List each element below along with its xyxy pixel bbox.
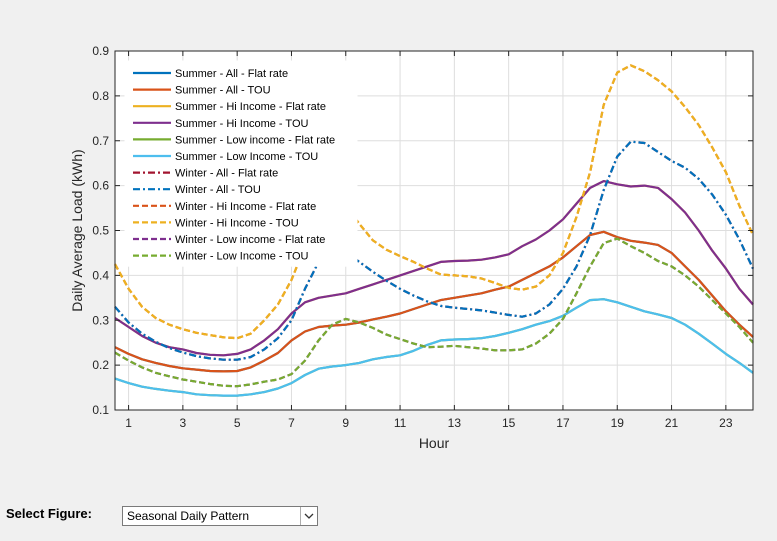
x-tick-label: 7 (288, 416, 295, 430)
legend-label-8: Winter - All - TOU (175, 184, 261, 196)
legend-label-3: Summer - Hi Income - Flat rate (175, 101, 326, 113)
legend-label-6: Summer - Low Income - TOU (175, 151, 318, 163)
legend-label-5: Summer - Low income - Flat rate (175, 134, 335, 146)
x-tick-label: 9 (342, 416, 349, 430)
x-tick-label: 15 (502, 416, 516, 430)
legend-box (124, 60, 358, 267)
legend: Summer - All - Flat rate Summer - All - T… (124, 60, 358, 267)
y-tick-label: 0.1 (92, 403, 109, 417)
figure-select-value: Seasonal Daily Pattern (127, 509, 250, 523)
y-tick-label: 0.3 (92, 313, 109, 327)
series-line-4 (114, 180, 754, 357)
series-line-8 (114, 140, 754, 361)
select-figure-label: Select Figure: (6, 506, 92, 521)
series-line-6 (114, 298, 754, 397)
y-axis-title: Daily Average Load (kWh) (69, 149, 85, 311)
x-tick-label: 23 (719, 416, 733, 430)
x-axis-title: Hour (419, 435, 450, 451)
legend-label-7: Winter - All - Flat rate (175, 168, 278, 180)
x-tick-label: 13 (448, 416, 462, 430)
legend-label-4: Summer - Hi Income - TOU (175, 118, 309, 130)
legend-label-10: Winter - Hi Income - TOU (175, 217, 299, 229)
x-tick-label: 5 (234, 416, 241, 430)
chart: 1 3 5 7 9 11 13 15 17 19 21 230.10.20.30.40.50.60.7… (69, 44, 754, 451)
y-tick-label: 0.9 (92, 44, 109, 58)
x-tick-label: 1 (125, 416, 132, 430)
chevron-down-icon[interactable] (300, 507, 317, 525)
figure-select[interactable]: Seasonal Daily Pattern (122, 506, 318, 526)
series-layer (114, 64, 754, 397)
x-tick-label: 21 (665, 416, 679, 430)
y-tick-label: 0.2 (92, 358, 109, 372)
legend-label-1: Summer - All - Flat rate (175, 68, 288, 80)
x-tick-label: 19 (611, 416, 625, 430)
y-tick-label: 0.8 (92, 89, 109, 103)
legend-label-11: Winter - Low income - Flat rate (175, 234, 325, 246)
series-line-10 (114, 64, 754, 340)
x-tick-label: 11 (394, 416, 407, 430)
x-tick-label: 17 (556, 416, 570, 430)
axes: 1 3 5 7 9 11 13 15 17 19 21 230.10.20.30.40.50.60.7… (92, 44, 754, 430)
legend-label-2: Summer - All - TOU (175, 85, 271, 97)
legend-label-9: Winter - Hi Income - Flat rate (175, 201, 316, 213)
series-line-2 (114, 230, 754, 373)
series-line-12 (114, 237, 754, 388)
y-tick-label: 0.7 (92, 134, 109, 148)
y-tick-label: 0.5 (92, 224, 109, 238)
legend-label-12: Winter - Low Income - TOU (175, 251, 309, 263)
x-tick-label: 3 (180, 416, 187, 430)
y-tick-label: 0.4 (92, 268, 109, 282)
y-tick-label: 0.6 (92, 179, 109, 193)
